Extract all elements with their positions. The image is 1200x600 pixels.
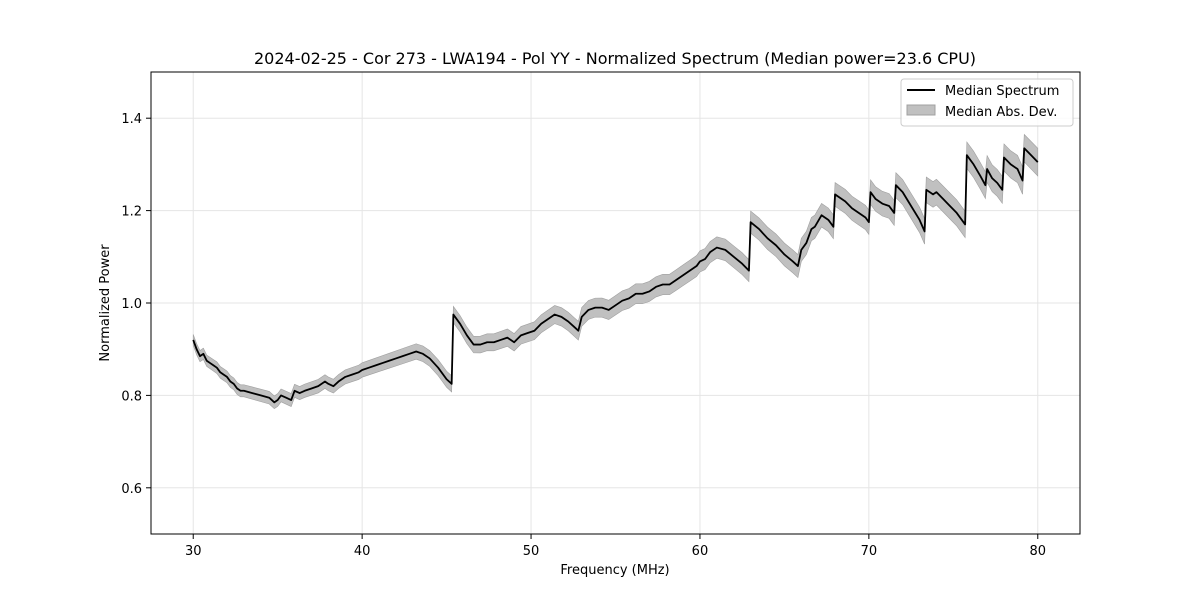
x-tick-label: 80 <box>1029 544 1046 559</box>
legend: Median Spectrum Median Abs. Dev. <box>900 78 1074 127</box>
x-tick-label: 70 <box>861 544 878 559</box>
x-tick-label: 40 <box>354 544 371 559</box>
legend-band-swatch <box>906 104 936 116</box>
legend-label-mad: Median Abs. Dev. <box>945 105 1057 120</box>
y-axis-label: Normalized Power <box>98 244 113 362</box>
x-axis-label: Frequency (MHz) <box>560 563 669 578</box>
x-tick-label: 30 <box>185 544 202 559</box>
y-axis-ticks: 0.6 0.8 1.0 1.2 1.4 <box>121 112 151 497</box>
legend-box <box>900 78 1074 127</box>
median-spectrum-layer <box>192 147 1039 404</box>
chart-title: 2024-02-25 - Cor 273 - LWA194 - Pol YY -… <box>254 49 976 68</box>
legend-label-median-spectrum: Median Spectrum <box>945 84 1059 99</box>
y-tick-label: 0.6 <box>121 482 142 497</box>
x-tick-label: 60 <box>692 544 709 559</box>
y-tick-label: 1.0 <box>121 297 142 312</box>
y-tick-label: 1.4 <box>121 112 142 127</box>
y-tick-label: 1.2 <box>121 205 142 220</box>
y-tick-label: 0.8 <box>121 389 142 404</box>
x-axis-ticks: 30 40 50 60 70 80 <box>185 534 1046 559</box>
median-spectrum-line <box>192 147 1039 404</box>
x-tick-label: 50 <box>523 544 540 559</box>
